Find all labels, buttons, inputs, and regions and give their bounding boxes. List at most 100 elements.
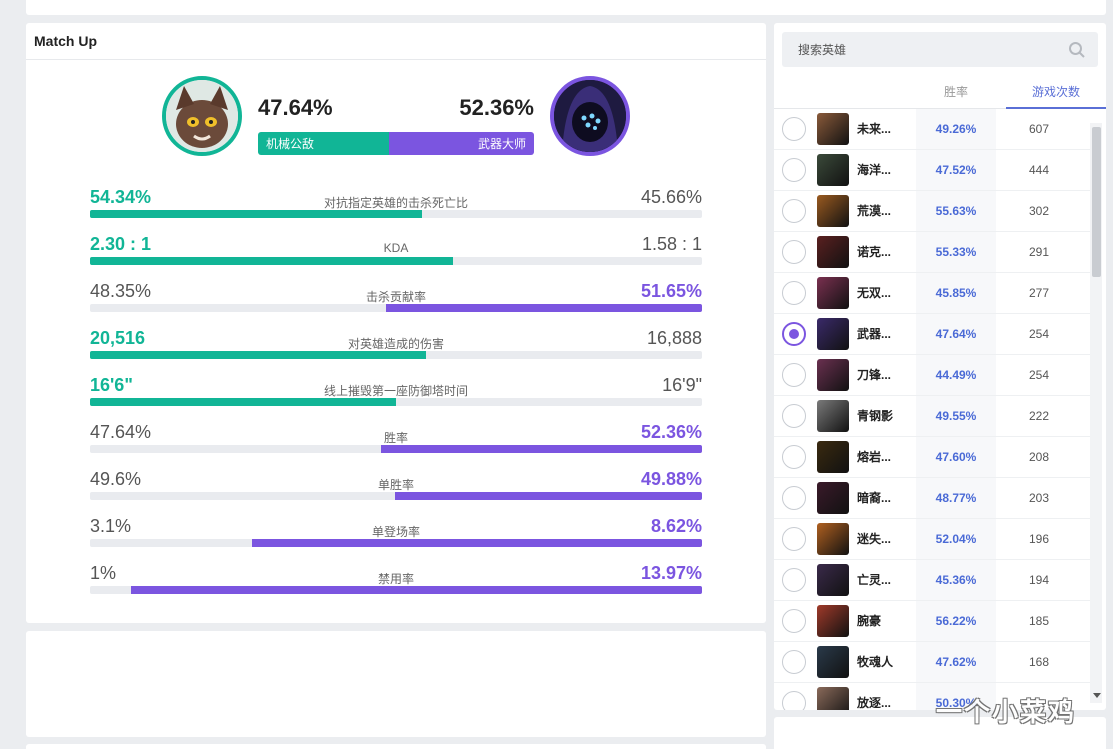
search-box xyxy=(782,32,1098,67)
scroll-down-arrow-icon[interactable] xyxy=(1093,693,1101,698)
hero-avatar-icon xyxy=(817,482,849,514)
hero-winrate: 48.77% xyxy=(916,478,996,518)
scrollbar-thumb[interactable] xyxy=(1092,127,1101,277)
hero-row[interactable]: 放逐... 50.30% 1.. xyxy=(774,683,1090,710)
stat-label: 禁用率 xyxy=(377,572,414,586)
hero-winrate: 47.52% xyxy=(916,150,996,190)
hero-select-radio[interactable] xyxy=(782,609,806,633)
hero-winrate: 50.30% xyxy=(916,683,996,710)
stat-bar-track xyxy=(90,210,702,218)
hero-row[interactable]: 诺克... 55.33% 291 xyxy=(774,232,1090,273)
hero-select-radio[interactable] xyxy=(782,404,806,428)
hero-name: 诺克... xyxy=(857,245,892,259)
hero-games-count: 222 xyxy=(1028,409,1050,423)
hero-row[interactable]: 牧魂人 47.62% 168 xyxy=(774,642,1090,683)
hero-name: 迷失... xyxy=(857,532,892,546)
hero-select-radio[interactable] xyxy=(782,691,806,710)
hero-row[interactable]: 海洋... 47.52% 444 xyxy=(774,150,1090,191)
stat-label: 单登场率 xyxy=(371,525,420,539)
hero-row[interactable]: 刀锋... 44.49% 254 xyxy=(774,355,1090,396)
stat-label: 线上摧毁第一座防御塔时间 xyxy=(323,384,468,398)
hero-avatar-icon xyxy=(817,605,849,637)
hero-winrate: 55.63% xyxy=(916,191,996,231)
stat-row: 2.30 : 1 KDA 1.58 : 1 xyxy=(90,233,702,273)
stat-left-value: 16'6" xyxy=(90,375,133,395)
stat-bar-fill xyxy=(90,210,423,218)
hero-select-radio[interactable] xyxy=(782,117,806,141)
hero-row[interactable]: 亡灵... 45.36% 194 xyxy=(774,560,1090,601)
hero-row[interactable]: 未来... 49.26% 607 xyxy=(774,109,1090,150)
hero-winrate: 47.64% xyxy=(916,314,996,354)
hero-select-radio[interactable] xyxy=(782,322,806,346)
stat-left-value: 2.30 : 1 xyxy=(90,234,152,254)
hero-games-count: 291 xyxy=(1028,245,1050,259)
hero-row[interactable]: 熔岩... 47.60% 208 xyxy=(774,437,1090,478)
hero-select-radio[interactable] xyxy=(782,240,806,264)
sort-winrate-tab[interactable]: 胜率 xyxy=(943,85,968,99)
hero-list-panel: 胜率 游戏次数 未来... 49.26% 607 海洋... 47.52% 444 荒漠..… xyxy=(774,23,1106,710)
hero-row[interactable]: 暗裔... 48.77% 203 xyxy=(774,478,1090,519)
hero-winrate: 47.62% xyxy=(916,642,996,682)
right-hero-name: 武器大师 xyxy=(389,132,534,155)
left-hero-winrate: 47.64% xyxy=(258,95,333,120)
stat-right-value: 51.65% xyxy=(640,281,702,301)
hero-winrate: 52.04% xyxy=(916,519,996,559)
stat-row: 47.64% 胜率 52.36% xyxy=(90,421,702,461)
stat-label: 胜率 xyxy=(383,431,408,445)
stat-right-value: 13.97% xyxy=(640,563,702,583)
hero-games-count: 185 xyxy=(1028,614,1050,628)
stat-right-value: 1.58 : 1 xyxy=(641,234,702,254)
hero-row[interactable]: 荒漠... 55.63% 302 xyxy=(774,191,1090,232)
stat-bar-fill xyxy=(90,351,426,359)
hero-select-radio[interactable] xyxy=(782,281,806,305)
hero-name: 腕豪 xyxy=(857,614,882,628)
stat-label: 对英雄造成的伤害 xyxy=(347,337,444,351)
search-input[interactable] xyxy=(782,32,1062,67)
hero-select-radio[interactable] xyxy=(782,486,806,510)
hero-games-count: 203 xyxy=(1028,491,1050,505)
stat-bar-fill xyxy=(252,539,702,547)
hero-name: 荒漠... xyxy=(857,204,892,218)
hero-row[interactable]: 无双... 45.85% 277 xyxy=(774,273,1090,314)
top-panel-edge xyxy=(26,0,1106,15)
hero-select-radio[interactable] xyxy=(782,199,806,223)
hero-avatar-icon xyxy=(817,318,849,350)
hero-row[interactable]: 武器... 47.64% 254 xyxy=(774,314,1090,355)
hero-avatar-icon xyxy=(817,441,849,473)
hero-select-radio[interactable] xyxy=(782,568,806,592)
hero-name: 无双... xyxy=(857,286,892,300)
stat-row: 1% 禁用率 13.97% xyxy=(90,562,702,602)
stat-label: KDA xyxy=(383,241,409,255)
stat-right-value: 8.62% xyxy=(650,516,702,536)
hero-select-radio[interactable] xyxy=(782,527,806,551)
hero-games-count: 1.. xyxy=(1032,696,1046,710)
hero-select-radio[interactable] xyxy=(782,158,806,182)
stat-bar-fill xyxy=(381,445,702,453)
stat-left-value: 1% xyxy=(90,563,117,583)
stat-right-value: 52.36% xyxy=(640,422,702,442)
hero-rows: 未来... 49.26% 607 海洋... 47.52% 444 荒漠... 55.63% 3… xyxy=(774,109,1090,710)
hero-row[interactable]: 迷失... 52.04% 196 xyxy=(774,519,1090,560)
empty-panel xyxy=(26,631,766,737)
matchup-title: Match Up xyxy=(34,33,97,49)
hero-games-count: 277 xyxy=(1028,286,1050,300)
lower-right-panel xyxy=(774,717,1106,749)
stat-row: 54.34% 对抗指定英雄的击杀死亡比 45.66% xyxy=(90,186,702,226)
hero-avatar-icon xyxy=(817,113,849,145)
hero-select-radio[interactable] xyxy=(782,650,806,674)
hero-winrate: 44.49% xyxy=(916,355,996,395)
stat-row: 49.6% 单胜率 49.88% xyxy=(90,468,702,508)
sort-games-tab[interactable]: 游戏次数 xyxy=(1006,76,1106,109)
hero-avatar-icon xyxy=(817,359,849,391)
hero-select-radio[interactable] xyxy=(782,363,806,387)
hero-games-count: 254 xyxy=(1028,327,1050,341)
search-icon[interactable] xyxy=(1068,41,1086,59)
right-hero-portrait-icon xyxy=(554,80,626,152)
scrollbar[interactable] xyxy=(1090,123,1102,703)
hero-games-count: 208 xyxy=(1028,450,1050,464)
hero-row[interactable]: 青钢影 49.55% 222 xyxy=(774,396,1090,437)
stat-label: 对抗指定英雄的击杀死亡比 xyxy=(323,196,468,210)
hero-winrate: 45.85% xyxy=(916,273,996,313)
hero-row[interactable]: 腕豪 56.22% 185 xyxy=(774,601,1090,642)
hero-select-radio[interactable] xyxy=(782,445,806,469)
